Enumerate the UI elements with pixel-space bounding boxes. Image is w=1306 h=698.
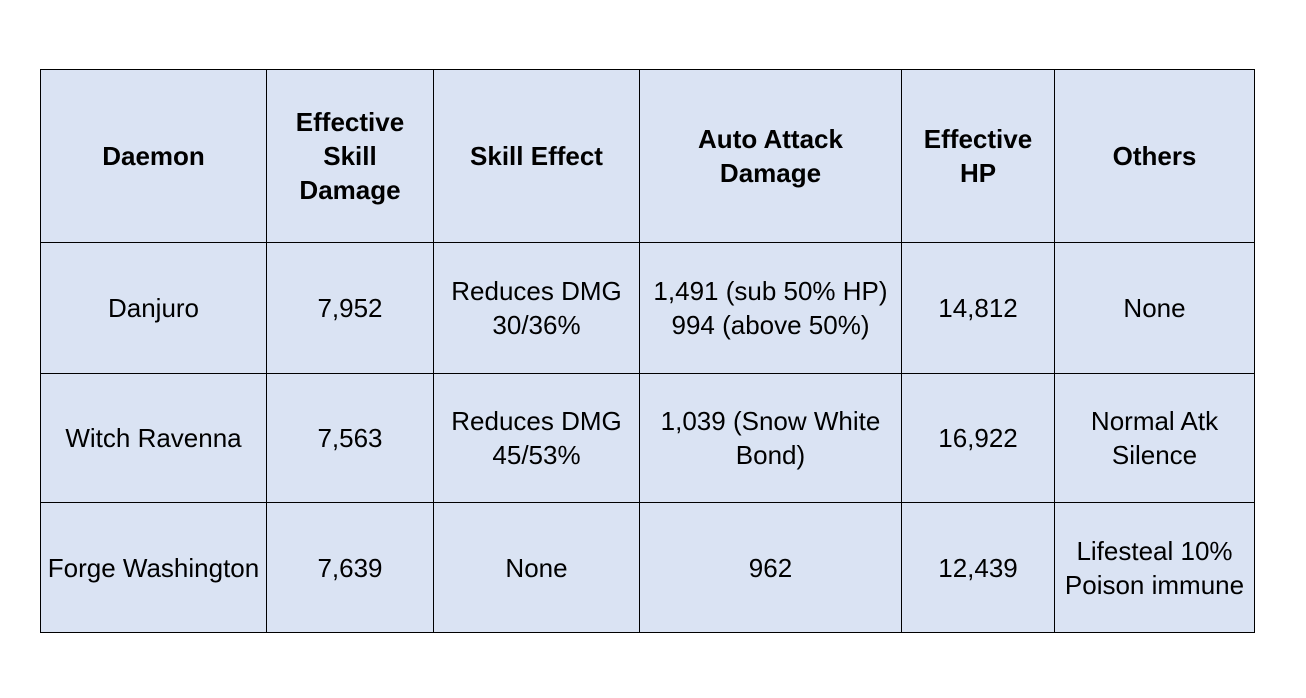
table-body: Danjuro 7,952 Reduces DMG 30/36% 1,491 (sub…	[40, 242, 1255, 633]
header-cell: Skill Effect	[433, 69, 640, 243]
header-cell: Auto Attack Damage	[639, 69, 902, 243]
table-cell: 1,039 (Snow White Bond)	[639, 373, 902, 503]
table-cell: Witch Ravenna	[40, 373, 267, 503]
table-row: Forge Washington 7,639 None 962 12,439 Lifest…	[40, 502, 1255, 633]
table-cell: 16,922	[901, 373, 1055, 503]
table-cell: Reduces DMG 45/53%	[433, 373, 640, 503]
table-cell: 962	[639, 502, 902, 633]
header-cell: Daemon	[40, 69, 267, 243]
table-cell: 7,952	[266, 242, 434, 374]
table-head: Daemon Effective Skill Damage Skill Effect…	[40, 69, 1255, 243]
table-cell: Reduces DMG 30/36%	[433, 242, 640, 374]
header-cell: Effective Skill Damage	[266, 69, 434, 243]
header-cell: Others	[1054, 69, 1255, 243]
table-cell: 14,812	[901, 242, 1055, 374]
table-cell: 12,439	[901, 502, 1055, 633]
table-cell: None	[433, 502, 640, 633]
table-cell: Normal Atk Silence	[1054, 373, 1255, 503]
comparison-table: Daemon Effective Skill Damage Skill Effect…	[40, 69, 1255, 633]
table-row: Witch Ravenna 7,563 Reduces DMG 45/53% 1,03…	[40, 373, 1255, 503]
table-cell: Forge Washington	[40, 502, 267, 633]
table-row: Danjuro 7,952 Reduces DMG 30/36% 1,491 (sub…	[40, 242, 1255, 374]
table-cell: Lifesteal 10% Poison immune	[1054, 502, 1255, 633]
header-row: Daemon Effective Skill Damage Skill Effect…	[40, 69, 1255, 243]
header-cell: Effective HP	[901, 69, 1055, 243]
table-cell: None	[1054, 242, 1255, 374]
table-cell: Danjuro	[40, 242, 267, 374]
table-cell: 1,491 (sub 50% HP) 994 (above 50%)	[639, 242, 902, 374]
table-cell: 7,563	[266, 373, 434, 503]
table-cell: 7,639	[266, 502, 434, 633]
